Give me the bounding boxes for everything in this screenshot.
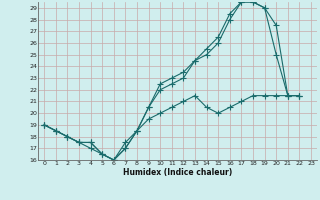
X-axis label: Humidex (Indice chaleur): Humidex (Indice chaleur) (123, 168, 232, 177)
